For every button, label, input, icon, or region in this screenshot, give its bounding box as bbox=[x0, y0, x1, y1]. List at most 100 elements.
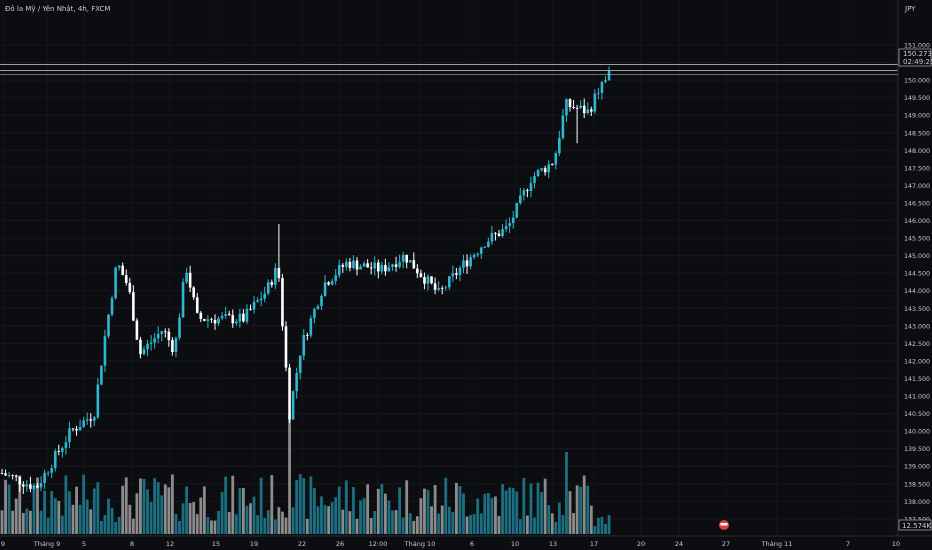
candle-body[interactable] bbox=[206, 319, 210, 321]
candle-body[interactable] bbox=[71, 428, 75, 430]
candle-body[interactable] bbox=[419, 273, 423, 277]
candle-body[interactable] bbox=[7, 475, 11, 476]
candle-body[interactable] bbox=[78, 427, 82, 431]
candle-body[interactable] bbox=[522, 190, 526, 196]
candle-body[interactable] bbox=[440, 288, 444, 289]
candle-body[interactable] bbox=[394, 264, 398, 267]
candle-body[interactable] bbox=[412, 260, 416, 269]
candle-body[interactable] bbox=[345, 261, 348, 267]
candle-body[interactable] bbox=[497, 233, 501, 237]
candle-body[interactable] bbox=[423, 276, 426, 284]
candle-body[interactable] bbox=[210, 319, 213, 321]
candle-body[interactable] bbox=[373, 262, 377, 269]
candle-body[interactable] bbox=[174, 337, 178, 353]
candle-body[interactable] bbox=[68, 428, 71, 443]
candle-body[interactable] bbox=[391, 264, 394, 267]
candle-body[interactable] bbox=[238, 313, 242, 322]
candle-body[interactable] bbox=[135, 320, 139, 340]
candle-body[interactable] bbox=[213, 319, 217, 324]
candle-body[interactable] bbox=[29, 484, 32, 489]
candle-body[interactable] bbox=[142, 349, 146, 355]
candle-body[interactable] bbox=[149, 342, 153, 344]
candle-body[interactable] bbox=[270, 282, 274, 285]
candle-body[interactable] bbox=[543, 168, 547, 173]
candle-body[interactable] bbox=[451, 273, 455, 277]
candle-body[interactable] bbox=[554, 153, 558, 165]
candle-body[interactable] bbox=[259, 298, 263, 301]
candle-body[interactable] bbox=[448, 276, 451, 288]
candle-body[interactable] bbox=[153, 338, 156, 343]
candle-body[interactable] bbox=[227, 314, 231, 316]
candle-body[interactable] bbox=[64, 442, 68, 449]
candle-body[interactable] bbox=[0, 473, 4, 475]
candle-body[interactable] bbox=[519, 195, 522, 203]
candle-body[interactable] bbox=[352, 260, 355, 269]
candle-body[interactable] bbox=[57, 451, 61, 452]
candlesticks[interactable] bbox=[0, 66, 611, 494]
candle-body[interactable] bbox=[508, 223, 511, 227]
candle-body[interactable] bbox=[89, 419, 93, 421]
candle-body[interactable] bbox=[430, 276, 433, 284]
candle-body[interactable] bbox=[540, 168, 543, 171]
candle-body[interactable] bbox=[313, 308, 316, 319]
candle-body[interactable] bbox=[249, 308, 252, 310]
candle-body[interactable] bbox=[124, 275, 128, 283]
candle-body[interactable] bbox=[235, 321, 238, 324]
candle-body[interactable] bbox=[75, 428, 78, 431]
candle-body[interactable] bbox=[526, 190, 529, 192]
candle-body[interactable] bbox=[401, 254, 405, 262]
candle-body[interactable] bbox=[558, 138, 561, 154]
candle-body[interactable] bbox=[455, 273, 458, 275]
candle-body[interactable] bbox=[586, 109, 590, 114]
candle-body[interactable] bbox=[132, 292, 135, 321]
candle-body[interactable] bbox=[426, 276, 430, 284]
candle-body[interactable] bbox=[405, 254, 408, 263]
candle-body[interactable] bbox=[316, 306, 320, 309]
candle-body[interactable] bbox=[366, 263, 369, 268]
candle-body[interactable] bbox=[274, 267, 277, 285]
candle-body[interactable] bbox=[408, 260, 412, 263]
candle-body[interactable] bbox=[199, 312, 203, 319]
candle-body[interactable] bbox=[181, 282, 185, 318]
candle-body[interactable] bbox=[203, 318, 206, 321]
candle-body[interactable] bbox=[160, 331, 164, 334]
candle-body[interactable] bbox=[337, 264, 341, 276]
candle-body[interactable] bbox=[107, 314, 110, 337]
candle-body[interactable] bbox=[437, 288, 440, 290]
candle-body[interactable] bbox=[245, 308, 249, 322]
candle-body[interactable] bbox=[171, 339, 174, 353]
candle-body[interactable] bbox=[306, 335, 309, 336]
candle-body[interactable] bbox=[575, 107, 579, 109]
candle-body[interactable] bbox=[607, 70, 611, 81]
candle-body[interactable] bbox=[472, 254, 476, 258]
candle-body[interactable] bbox=[256, 300, 259, 302]
candle-body[interactable] bbox=[604, 80, 607, 82]
candle-body[interactable] bbox=[284, 326, 288, 368]
candle-body[interactable] bbox=[100, 365, 103, 385]
candle-body[interactable] bbox=[355, 260, 359, 270]
candle-body[interactable] bbox=[334, 275, 337, 281]
candle-body[interactable] bbox=[309, 318, 313, 336]
candle-body[interactable] bbox=[231, 315, 235, 324]
candle-body[interactable] bbox=[188, 272, 192, 288]
candle-body[interactable] bbox=[192, 287, 195, 298]
candle-body[interactable] bbox=[529, 183, 533, 192]
candle-body[interactable] bbox=[217, 318, 220, 324]
candle-body[interactable] bbox=[323, 282, 327, 296]
candle-body[interactable] bbox=[50, 468, 53, 473]
candle-body[interactable] bbox=[565, 99, 568, 116]
candle-body[interactable] bbox=[568, 99, 572, 108]
candle-body[interactable] bbox=[487, 241, 490, 248]
candle-body[interactable] bbox=[590, 109, 593, 112]
candle-body[interactable] bbox=[11, 475, 14, 476]
candle-body[interactable] bbox=[220, 315, 224, 319]
candle-body[interactable] bbox=[185, 272, 188, 283]
candle-body[interactable] bbox=[515, 202, 519, 218]
candle-body[interactable] bbox=[93, 417, 96, 421]
candle-body[interactable] bbox=[465, 260, 469, 267]
candle-body[interactable] bbox=[550, 164, 554, 166]
candle-body[interactable] bbox=[53, 451, 57, 469]
candle-body[interactable] bbox=[291, 391, 295, 420]
candle-body[interactable] bbox=[22, 484, 25, 487]
